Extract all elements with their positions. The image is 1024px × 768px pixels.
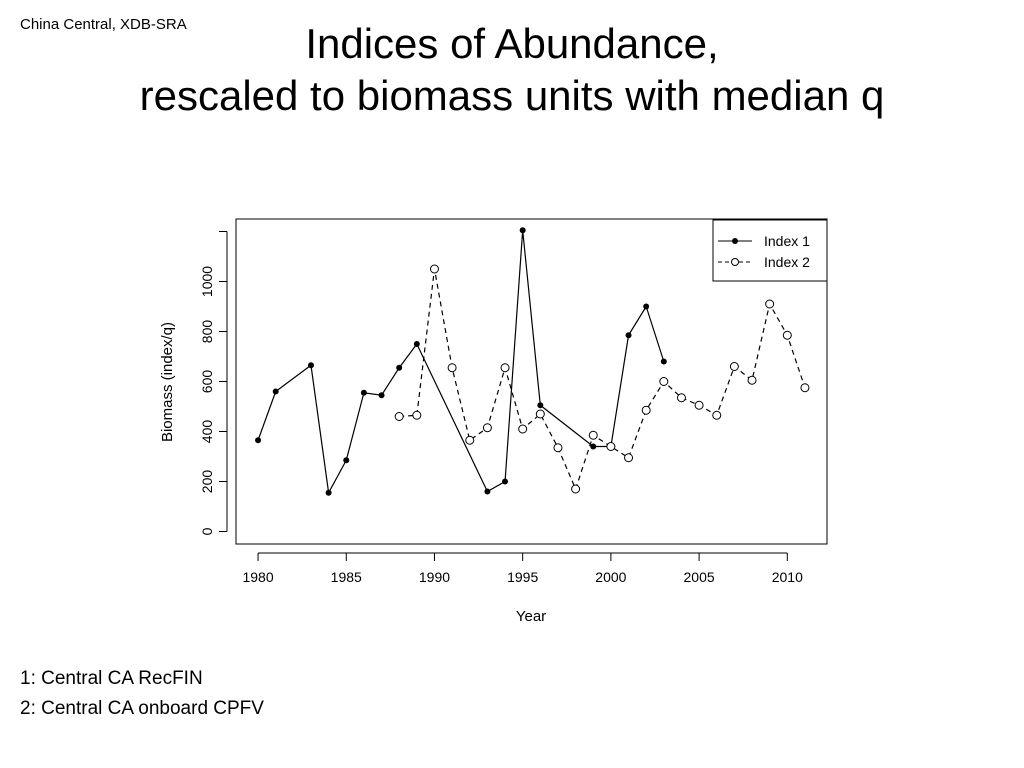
data-point-index-2 (624, 453, 634, 463)
series-line-index-1 (257, 230, 665, 495)
y-axis: 0 200 400 600 800 1000 (199, 231, 228, 535)
data-point-index-2 (694, 400, 704, 410)
data-point-index-2 (588, 430, 598, 440)
y-tick-label: 200 (199, 470, 215, 494)
legend-label-index-2: Index 2 (764, 254, 810, 270)
data-point-index-2 (800, 383, 810, 393)
footnote-2: 2: Central CA onboard CPFV (20, 698, 264, 719)
legend-marker-index-1 (732, 238, 738, 244)
data-point-index-2 (676, 393, 686, 403)
data-point-index-2 (429, 264, 439, 274)
data-point-index-1 (502, 478, 509, 485)
data-point-index-1 (519, 227, 526, 234)
data-point-index-2 (394, 412, 404, 421)
data-point-index-1 (625, 332, 632, 339)
x-tick-label: 2010 (772, 569, 803, 585)
data-point-index-2 (535, 409, 545, 419)
data-point-index-1 (660, 358, 667, 365)
data-point-index-1 (413, 341, 420, 347)
x-tick-label: 2005 (684, 569, 715, 585)
data-point-index-1 (484, 488, 491, 495)
data-point-index-1 (307, 362, 314, 369)
plot-frame (235, 218, 828, 545)
slide-title-line-2: rescaled to biomass units with median q (139, 72, 885, 119)
x-tick-label: 1980 (242, 569, 273, 585)
data-point-index-1 (396, 364, 403, 371)
data-point-index-1 (590, 443, 597, 450)
corner-label: China Central, XDB-SRA (20, 16, 187, 33)
series-line-index-2 (399, 268, 806, 491)
x-tick-label: 1995 (507, 569, 538, 585)
slide-title: Indices of Abundance, rescaled to biomas… (0, 18, 1024, 122)
data-point-index-2 (782, 330, 792, 340)
data-point-index-2 (571, 484, 581, 494)
data-point-index-2 (606, 442, 616, 451)
data-point-index-1 (255, 437, 262, 444)
y-tick-label: 400 (199, 420, 215, 444)
x-axis: 1980 1985 1990 1995 2000 2005 2010 (242, 552, 803, 585)
y-axis-label: Biomass (index/q) (159, 322, 176, 442)
data-point-index-1 (360, 389, 367, 396)
data-point-index-2 (518, 424, 528, 434)
footnotes: 1: Central CA RecFIN 2: Central CA onboa… (20, 664, 264, 724)
y-tick-label: 600 (199, 370, 215, 394)
data-point-index-1 (343, 457, 350, 464)
data-point-index-1 (325, 489, 332, 496)
data-point-index-1 (537, 402, 544, 409)
data-point-index-2 (482, 423, 492, 433)
legend: Index 1 Index 2 (712, 219, 828, 282)
series-1 (255, 227, 667, 496)
data-point-index-1 (643, 303, 650, 310)
data-point-index-2 (729, 362, 739, 371)
data-point-index-2 (747, 375, 757, 385)
data-point-index-1 (272, 388, 279, 395)
y-tick-label: 0 (199, 527, 215, 535)
data-point-index-2 (765, 299, 775, 309)
series-2 (394, 264, 810, 494)
legend-box (712, 219, 828, 282)
footnote-1: 1: Central CA RecFIN (20, 668, 203, 689)
data-point-index-2 (659, 377, 669, 386)
data-point-index-2 (553, 443, 563, 453)
data-point-index-2 (500, 363, 510, 373)
data-point-index-2 (412, 410, 422, 420)
slide-title-line-1: Indices of Abundance, (305, 20, 719, 67)
x-tick-label: 1990 (419, 569, 450, 585)
x-tick-label: 2000 (595, 569, 626, 585)
data-point-index-2 (465, 435, 475, 445)
legend-marker-index-2 (731, 258, 739, 266)
data-point-index-1 (378, 392, 385, 399)
x-axis-label: Year (516, 608, 546, 625)
series-layer (255, 227, 810, 496)
data-point-index-2 (641, 405, 651, 415)
data-point-index-2 (712, 410, 722, 420)
y-tick-label: 1000 (199, 266, 215, 297)
legend-label-index-1: Index 1 (764, 233, 810, 249)
x-tick-label: 1985 (331, 569, 362, 585)
y-tick-label: 800 (199, 320, 215, 344)
data-point-index-2 (447, 363, 457, 373)
